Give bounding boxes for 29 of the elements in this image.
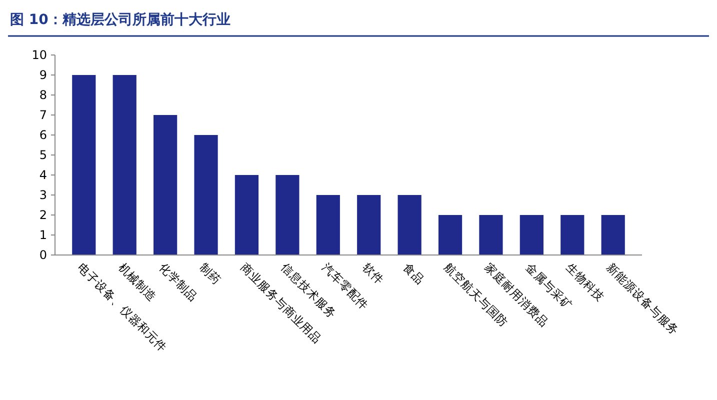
bar bbox=[357, 195, 381, 255]
y-tick-label: 0 bbox=[39, 248, 47, 262]
bar bbox=[520, 215, 544, 255]
bar bbox=[72, 75, 96, 255]
bar bbox=[154, 115, 178, 255]
bar bbox=[438, 215, 462, 255]
chart-title: 图 10：精选层公司所属前十大行业 bbox=[10, 12, 230, 28]
y-tick-label: 6 bbox=[39, 128, 47, 142]
bar bbox=[398, 195, 422, 255]
y-tick-label: 5 bbox=[39, 148, 47, 162]
x-tick-label: 新能源设备与服务 bbox=[604, 260, 682, 338]
x-tick-label: 软件 bbox=[360, 260, 387, 287]
bar bbox=[316, 195, 340, 255]
y-tick-label: 2 bbox=[39, 208, 47, 222]
y-tick-label: 1 bbox=[39, 228, 47, 242]
y-tick-label: 10 bbox=[32, 48, 47, 62]
y-tick-label: 9 bbox=[39, 68, 47, 82]
x-tick-label: 食品 bbox=[400, 260, 428, 287]
bar bbox=[234, 175, 259, 255]
bar bbox=[479, 215, 503, 255]
y-tick-label: 8 bbox=[39, 88, 47, 102]
y-tick-label: 3 bbox=[39, 188, 47, 202]
y-tick-label: 4 bbox=[39, 168, 47, 182]
bar bbox=[601, 215, 625, 255]
bar bbox=[194, 135, 218, 255]
bar bbox=[560, 215, 584, 255]
bar bbox=[112, 75, 136, 255]
bar bbox=[276, 175, 300, 255]
y-tick-label: 7 bbox=[39, 108, 47, 122]
